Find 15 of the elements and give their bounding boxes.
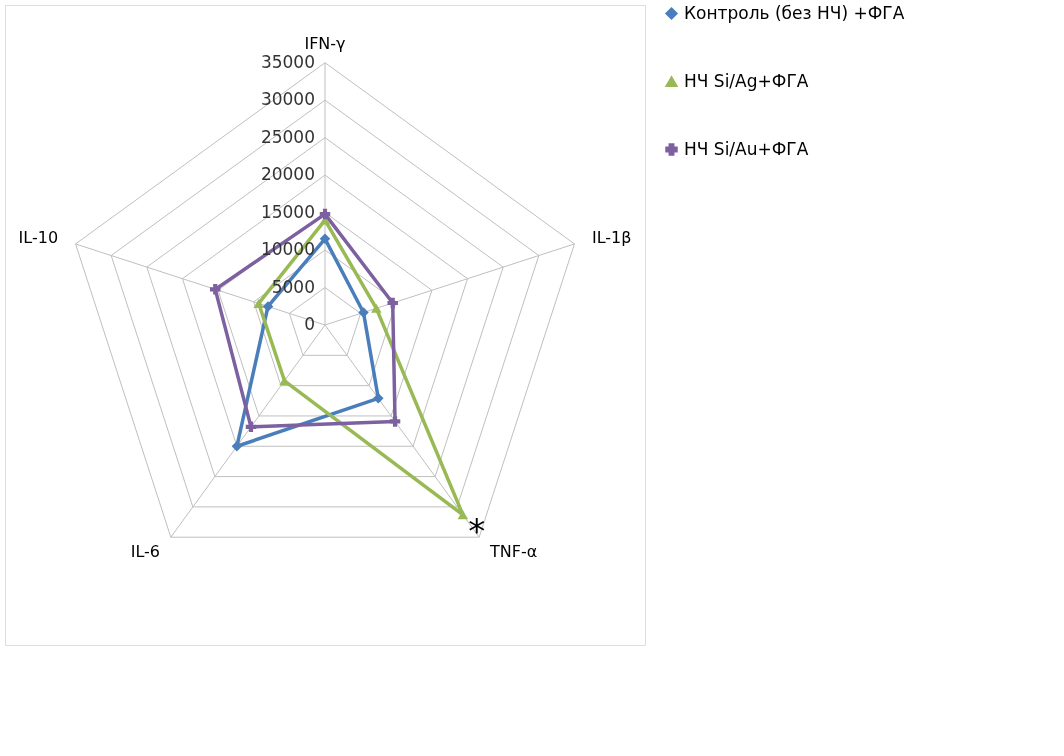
- legend-label: Контроль (без НЧ) +ФГА: [684, 2, 905, 23]
- y-tick-label: 25000: [260, 126, 315, 147]
- spoke-label: IL-1β: [591, 228, 632, 248]
- y-tick-label: 0: [304, 314, 315, 334]
- spoke-label: IFN-γ: [304, 34, 346, 54]
- spoke-label: IL-10: [18, 228, 59, 248]
- y-tick-label: 15000: [260, 201, 315, 222]
- y-tick-label: 30000: [260, 89, 315, 110]
- text: *: [468, 510, 486, 551]
- y-tick-label: 20000: [260, 164, 315, 185]
- legend-label: НЧ Si/Ag+ФГА: [684, 70, 809, 91]
- legend-label: НЧ Si/Au+ФГА: [684, 138, 809, 159]
- y-tick-label: 35000: [260, 51, 315, 72]
- spoke-label: IL-6: [130, 542, 161, 562]
- spoke-label: TNF-α: [488, 542, 538, 562]
